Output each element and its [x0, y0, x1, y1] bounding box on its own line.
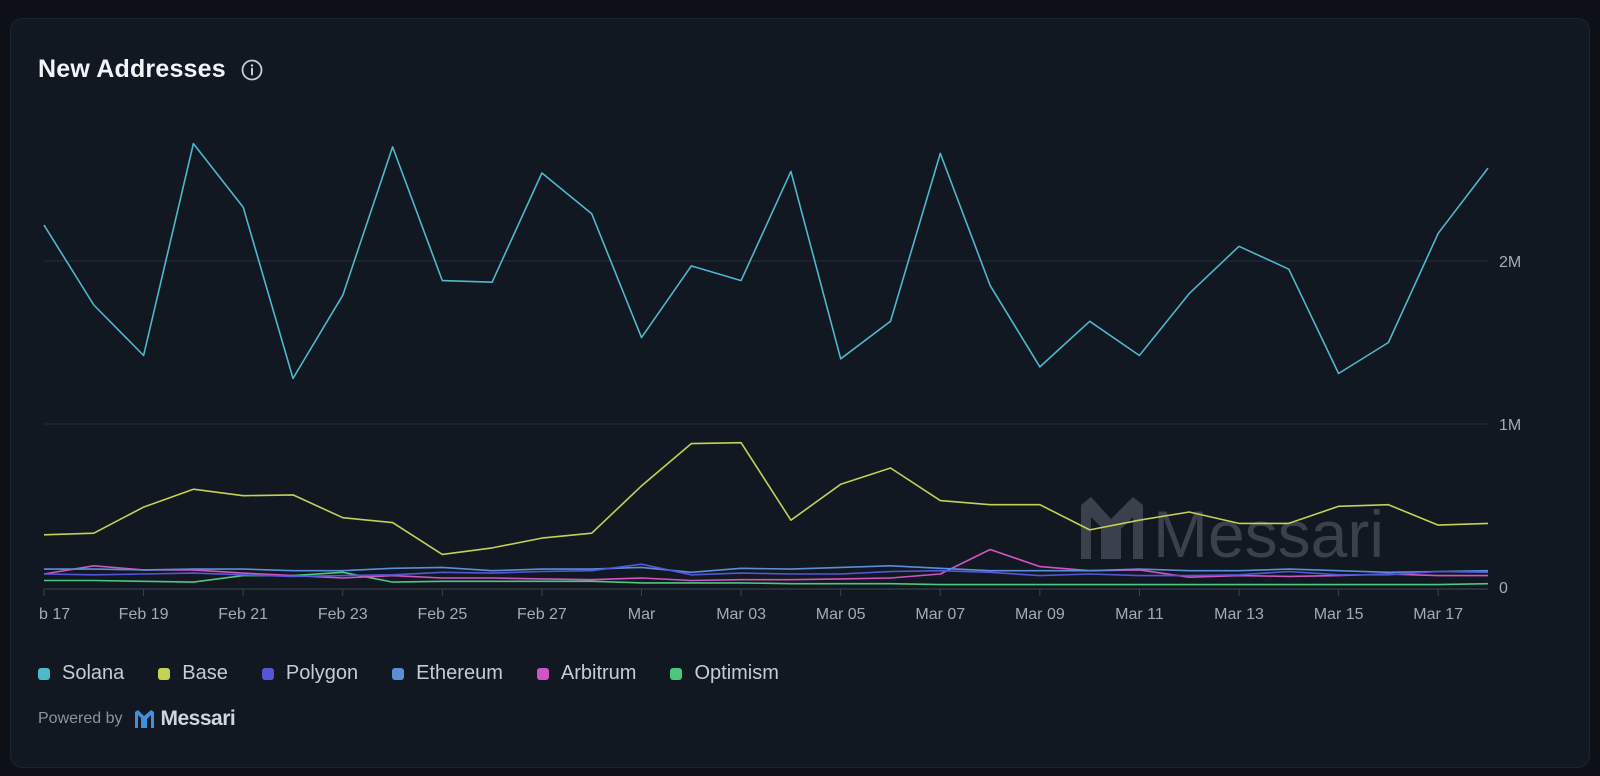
legend-item-optimism[interactable]: Optimism: [670, 662, 779, 685]
legend-swatch: [670, 667, 683, 680]
legend-label: Arbitrum: [560, 662, 637, 684]
chart-card: New Addresses Messari b 17 Feb 19 Feb 21 Fe…: [10, 18, 1590, 768]
x-tick-label: Feb 25: [417, 606, 467, 623]
x-tick-label: Mar 05: [816, 606, 866, 623]
series-line-arbitrum: [43, 548, 1488, 582]
x-tick-label: Mar 09: [1015, 606, 1065, 623]
y-tick-label: 1M: [1499, 417, 1521, 434]
x-tick-label: Mar 03: [716, 606, 766, 623]
legend-label: Polygon: [285, 662, 359, 684]
messari-logo-icon: [134, 710, 154, 728]
powered-by: Powered by Messari: [38, 707, 236, 731]
powered-by-label: Powered by: [38, 710, 123, 727]
grid-lines: [44, 260, 1488, 425]
legend-swatch: [38, 667, 50, 680]
legend-swatch: [261, 667, 274, 680]
legend-swatch: [536, 667, 549, 680]
series-line-base: [43, 441, 1489, 556]
legend-label: Optimism: [694, 662, 779, 684]
legend-swatch: [392, 667, 405, 680]
x-tick-label: Feb 19: [119, 606, 169, 623]
chart-title: New Addresses: [38, 55, 226, 83]
x-tick-label: Mar 07: [915, 606, 965, 623]
x-tick-label: b 17: [39, 606, 70, 623]
chart-legend: Solana Base Polygon Ethereum Arbitrum Optimis…: [38, 662, 813, 685]
x-tick-label: Mar 11: [1115, 606, 1164, 623]
x-tick-label: Feb 27: [517, 606, 567, 623]
x-tick-label: Feb 21: [218, 606, 268, 623]
series-lines: [43, 142, 1489, 586]
legend-label: Ethereum: [416, 662, 503, 684]
messari-brand-text: Messari: [160, 707, 236, 730]
legend-item-base[interactable]: Base: [158, 662, 228, 685]
x-tick-label: Feb 23: [318, 606, 368, 623]
x-tick-label: Mar: [628, 606, 656, 623]
x-tick-label: Mar 13: [1214, 606, 1264, 623]
x-tick-label: Mar 15: [1314, 606, 1364, 623]
legend-item-ethereum[interactable]: Ethereum: [392, 662, 503, 685]
series-line-ethereum: [44, 564, 1489, 574]
legend-item-polygon[interactable]: Polygon: [261, 662, 359, 685]
x-tick-label: Mar 17: [1413, 606, 1463, 623]
messari-brand-link[interactable]: Messari: [134, 707, 236, 731]
legend-item-solana[interactable]: Solana: [38, 662, 124, 685]
x-axis: b 17 Feb 19 Feb 21 Feb 23 Feb 25 Feb 27 Mar Mar…: [39, 588, 1488, 623]
y-tick-label: 0: [1499, 580, 1508, 597]
line-chart: Messari b 17 Feb 19 Feb 21 Feb 23 Feb 25 Feb …: [39, 142, 1521, 623]
legend-swatch: [158, 667, 171, 680]
watermark: Messari: [1081, 497, 1384, 571]
y-tick-label: 2M: [1499, 254, 1521, 271]
legend-label: Base: [182, 662, 228, 684]
chart-header: New Addresses: [38, 55, 264, 84]
legend-item-arbitrum[interactable]: Arbitrum: [536, 662, 637, 685]
y-axis: 0 1M 2M: [1499, 254, 1521, 597]
series-line-polygon: [43, 563, 1489, 578]
series-line-solana: [43, 142, 1489, 380]
legend-label: Solana: [62, 662, 125, 684]
watermark-text: Messari: [1153, 497, 1384, 571]
watermark-logo-icon: [1081, 497, 1143, 559]
info-icon[interactable]: [240, 58, 264, 82]
